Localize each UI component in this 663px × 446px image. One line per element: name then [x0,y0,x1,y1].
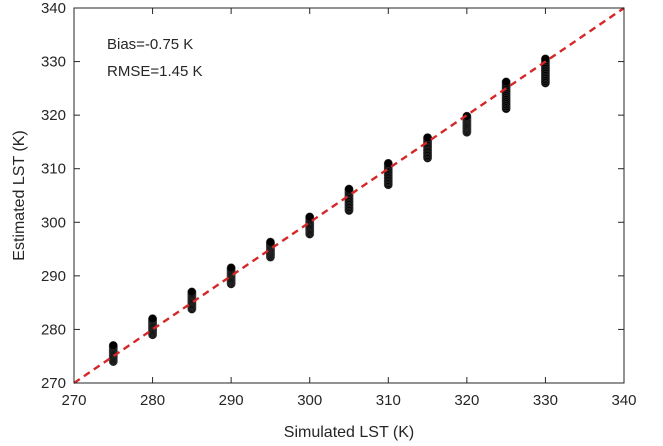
data-point [266,237,275,247]
x-tick-label: 310 [376,392,401,409]
x-axis-ticks: 270 280 290 300 310 320 330 340 [61,8,637,409]
data-point [501,77,511,87]
x-tick-label: 320 [454,392,479,409]
data-points [108,54,550,366]
data-point [305,212,315,222]
data-point-cluster-330 [541,54,550,88]
y-tick-label: 330 [41,54,66,71]
y-axis-ticks: 270 280 290 300 310 320 330 340 [41,0,624,392]
y-axis-label: Estimated LST (K) [11,130,28,260]
data-point [226,263,236,273]
plot-area-frame [73,7,625,384]
data-point [541,54,550,64]
x-tick-label: 290 [219,392,244,409]
data-point [383,158,393,168]
x-tick-label: 270 [61,392,86,409]
data-point-cluster-305 [344,184,354,215]
y-tick-label: 320 [41,107,66,124]
data-point-cluster-310 [383,158,393,190]
data-point-cluster-300 [305,212,315,239]
data-point-cluster-290 [226,263,236,289]
data-point [108,341,118,350]
data-point [344,184,354,194]
data-point-cluster-320 [462,111,472,137]
y-tick-label: 300 [41,214,66,231]
data-point-cluster-325 [501,77,511,114]
data-point [423,133,432,143]
bias-annotation: Bias=-0.75 K [107,36,193,53]
data-point-cluster-315 [423,133,432,163]
data-point [148,314,157,324]
y-tick-label: 280 [41,321,66,338]
data-point-cluster-295 [266,237,275,262]
x-tick-label: 280 [140,392,165,409]
x-tick-label: 340 [611,392,636,409]
data-point-cluster-275 [108,341,118,366]
x-tick-label: 330 [533,392,558,409]
y-tick-label: 310 [41,161,66,178]
x-axis-label: Simulated LST (K) [284,424,414,441]
y-tick-label: 290 [41,268,66,285]
y-tick-label: 340 [41,0,66,17]
data-point-cluster-280 [148,314,157,340]
y-tick-label: 270 [41,375,66,392]
one-to-one-reference-line [73,7,625,384]
x-tick-label: 300 [297,392,322,409]
rmse-annotation: RMSE=1.45 K [107,63,202,80]
data-point [187,287,197,297]
